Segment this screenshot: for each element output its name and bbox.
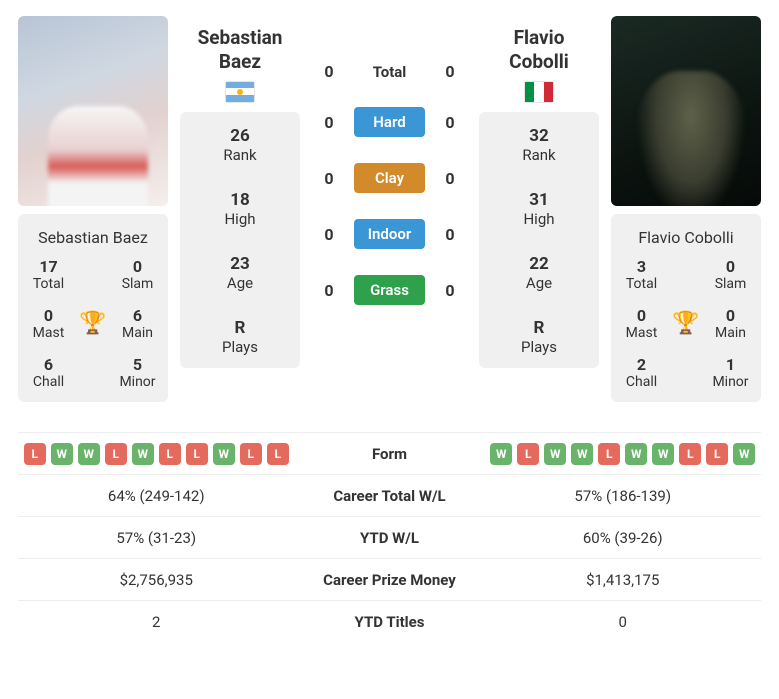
- form-chip: L: [598, 443, 620, 465]
- p2-money: $1,413,175: [485, 571, 762, 589]
- form-chip: L: [159, 443, 181, 465]
- surface-indoor[interactable]: Indoor: [354, 219, 425, 249]
- p1-money: $2,756,935: [18, 571, 295, 589]
- form-p1: LWWLWLLWLL: [18, 437, 295, 471]
- form-chip: L: [706, 443, 728, 465]
- form-chip: L: [679, 443, 701, 465]
- h2h-clay-p2: 0: [433, 169, 467, 188]
- form-chip: W: [51, 443, 73, 465]
- p1-ytd-titles: 2: [18, 613, 295, 631]
- p1-age: 23: [180, 254, 300, 274]
- form-chip: W: [571, 443, 593, 465]
- player1-name: SebastianBaez: [180, 26, 300, 74]
- form-chip: W: [625, 443, 647, 465]
- trophy-icon: 🏆: [73, 311, 113, 336]
- p1-mast: 0: [24, 306, 73, 325]
- h2h-grass-p1: 0: [312, 281, 346, 300]
- p2-ytd-titles: 0: [485, 613, 762, 631]
- h2h-clay-p1: 0: [312, 169, 346, 188]
- p2-minor: 1: [706, 355, 755, 374]
- p1-minor: 5: [113, 355, 162, 374]
- form-chip: L: [267, 443, 289, 465]
- form-chip: W: [490, 443, 512, 465]
- p2-career-wl: 57% (186-139): [485, 487, 762, 505]
- h2h-total-p1: 0: [312, 62, 346, 81]
- comparison-table: LWWLWLLWLL Form WLWWLWWLLW 64% (249-142)…: [18, 432, 761, 642]
- form-chip: W: [733, 443, 755, 465]
- form-chip: L: [24, 443, 46, 465]
- label-ytd-titles: YTD Titles: [295, 613, 485, 631]
- p2-rank: 32: [479, 126, 599, 146]
- p1-rank: 26: [180, 126, 300, 146]
- h2h-total-label: Total: [346, 63, 433, 81]
- form-p2: WLWWLWWLLW: [485, 437, 762, 471]
- form-chip: L: [105, 443, 127, 465]
- player1-stat-card: 26Rank 18High 23Age RPlays: [180, 112, 300, 368]
- player1-photo: [18, 16, 168, 206]
- player2-titles-card: Flavio Cobolli 3Total 0Slam 0Mast 🏆 0Mai…: [611, 214, 761, 402]
- form-chip: W: [213, 443, 235, 465]
- label-ytd-wl: YTD W/L: [295, 529, 485, 547]
- h2h-hard-p2: 0: [433, 113, 467, 132]
- h2h-hard-p1: 0: [312, 113, 346, 132]
- p2-chall: 2: [617, 355, 666, 374]
- p2-mast: 0: [617, 306, 666, 325]
- surface-grass[interactable]: Grass: [354, 275, 425, 305]
- label-money: Career Prize Money: [295, 571, 485, 589]
- p1-high: 18: [180, 190, 300, 210]
- surface-clay[interactable]: Clay: [354, 163, 425, 193]
- player2-name: FlavioCobolli: [479, 26, 599, 74]
- p2-ytd-wl: 60% (39-26): [485, 529, 762, 547]
- form-chip: L: [240, 443, 262, 465]
- p1-slam: 0: [113, 257, 162, 276]
- form-chip: L: [186, 443, 208, 465]
- player2-name-small: Flavio Cobolli: [617, 228, 755, 247]
- p2-total-titles: 3: [617, 257, 666, 276]
- player1-titles-card: Sebastian Baez 17Total 0Slam 0Mast 🏆 6Ma…: [18, 214, 168, 402]
- h2h-grass-p2: 0: [433, 281, 467, 300]
- form-chip: W: [544, 443, 566, 465]
- form-chip: W: [652, 443, 674, 465]
- h2h-indoor-p2: 0: [433, 225, 467, 244]
- player1-name-small: Sebastian Baez: [24, 228, 162, 247]
- flag-italy-icon: [525, 82, 553, 102]
- trophy-icon: 🏆: [666, 311, 706, 336]
- p1-ytd-wl: 57% (31-23): [18, 529, 295, 547]
- p1-career-wl: 64% (249-142): [18, 487, 295, 505]
- label-career-wl: Career Total W/L: [295, 487, 485, 505]
- player2-photo: [611, 16, 761, 206]
- p1-plays: R: [180, 318, 300, 338]
- surface-hard[interactable]: Hard: [354, 107, 425, 137]
- player2-stat-card: 32Rank 31High 22Age RPlays: [479, 112, 599, 368]
- p2-main: 0: [706, 306, 755, 325]
- p2-plays: R: [479, 318, 599, 338]
- h2h-indoor-p1: 0: [312, 225, 346, 244]
- p1-total-titles: 17: [24, 257, 73, 276]
- h2h-total-p2: 0: [433, 62, 467, 81]
- label-form: Form: [295, 445, 485, 463]
- form-chip: W: [132, 443, 154, 465]
- p1-chall: 6: [24, 355, 73, 374]
- h2h-column: 0 Total 0 0 Hard 0 0 Clay 0 0 Indoor 0 0: [312, 62, 467, 305]
- p2-slam: 0: [706, 257, 755, 276]
- form-chip: W: [78, 443, 100, 465]
- p2-high: 31: [479, 190, 599, 210]
- flag-argentina-icon: [226, 82, 254, 102]
- p1-main: 6: [113, 306, 162, 325]
- form-chip: L: [517, 443, 539, 465]
- p2-age: 22: [479, 254, 599, 274]
